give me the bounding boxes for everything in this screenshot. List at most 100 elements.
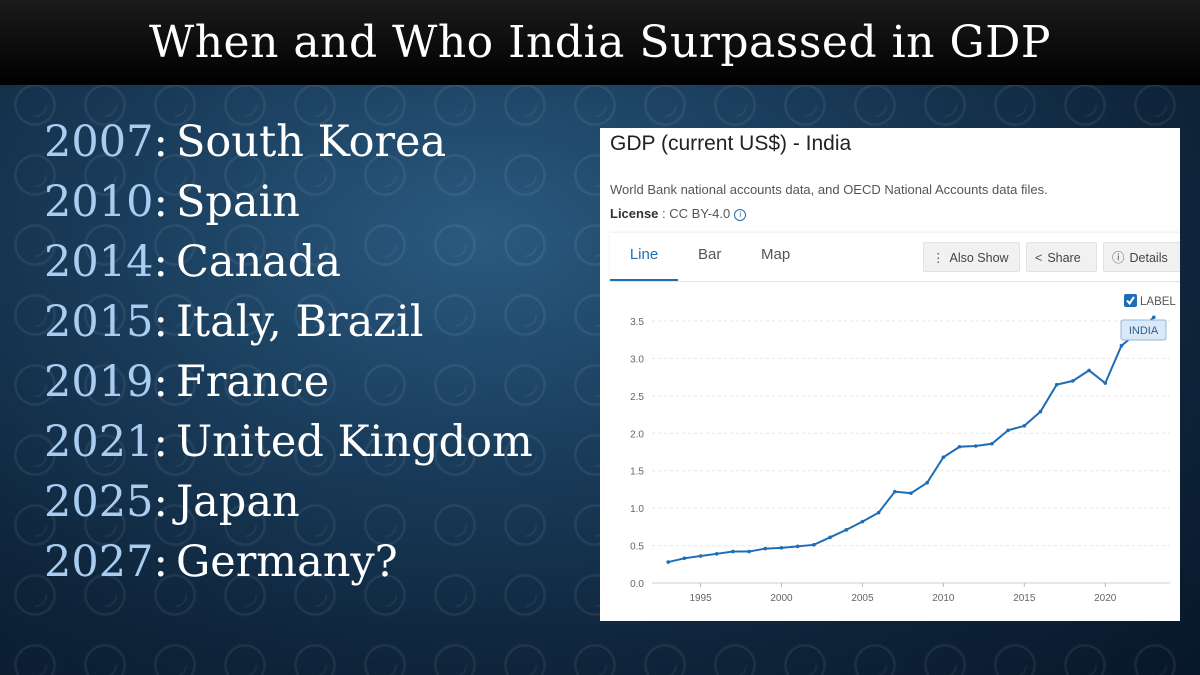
also-show-button[interactable]: ⋮ Also Show: [923, 242, 1020, 272]
gdp-screenshot-panel: GDP (current US$) - India World Bank nat…: [600, 128, 1180, 621]
list-item-year: 2015: [44, 297, 154, 347]
data-point: [860, 519, 865, 524]
data-point: [1022, 424, 1027, 428]
data-point: [1103, 381, 1108, 385]
data-point: [828, 535, 832, 540]
list-item: 2010: Spain: [44, 177, 301, 227]
share-button[interactable]: < Share: [1026, 242, 1097, 272]
list-item-country: Italy, Brazil: [175, 297, 424, 347]
info-circle-icon: ⓘ: [1112, 251, 1125, 265]
list-item-year: 2021: [44, 417, 154, 467]
tab-bar[interactable]: Bar: [698, 246, 722, 263]
data-point: [925, 480, 929, 485]
y-tick-label: 3.0: [630, 354, 644, 365]
data-point: [1038, 409, 1043, 414]
series-india: [666, 315, 1156, 564]
chart-tabs: Line Bar Map ⋮ Also Show < Share ⓘ Details: [610, 233, 1180, 282]
y-tick-label: 0.0: [630, 579, 644, 590]
label-toggle[interactable]: LABEL: [1124, 294, 1176, 308]
panel-title: GDP (current US$) - India: [610, 132, 852, 155]
list-item-year: 2019: [44, 357, 154, 407]
check-icon: [1126, 296, 1135, 306]
x-axis: 1995 2000 2005 2010 2015 2020: [689, 583, 1117, 604]
data-point: [1152, 315, 1156, 320]
tab-line[interactable]: Line: [610, 233, 678, 281]
data-point: [1006, 428, 1010, 433]
data-point: [795, 544, 800, 549]
x-tick-label: 2000: [770, 593, 793, 604]
list-item-country: South Korea: [175, 117, 447, 167]
y-tick-label: 2.0: [630, 429, 644, 440]
license-value[interactable]: CC BY-4.0: [669, 206, 731, 221]
data-point: [779, 546, 784, 550]
info-icon[interactable]: i: [734, 208, 747, 221]
data-source: World Bank national accounts data, and O…: [610, 182, 1048, 197]
list-item-year: 2014: [44, 237, 154, 287]
list-item-country: Spain: [175, 177, 301, 227]
license-line: License : CC BY-4.0 i: [610, 206, 747, 221]
x-tick-label: 1995: [689, 593, 712, 604]
data-point: [812, 543, 816, 547]
data-point: [763, 546, 768, 551]
data-point: [893, 489, 897, 494]
data-point: [1119, 343, 1124, 348]
x-tick-label: 2005: [851, 593, 874, 604]
surpassed-list: 2007: South Korea 2010: Spain 2014: Canada …: [44, 112, 533, 592]
list-item-country: Japan: [175, 477, 300, 527]
list-item: 2014: Canada: [44, 237, 341, 287]
title-bar: When and Who India Surpassed in GDP: [0, 0, 1200, 85]
data-point: [714, 552, 719, 556]
list-item-country: France: [175, 357, 330, 407]
y-tick-label: 1.5: [630, 467, 644, 478]
gdp-line-chart: 0.0 0.5 1.0 1.5 2.0 2.5 3.0 3.5 1995 2000 2005 201…: [630, 294, 1176, 604]
series-line: [667, 316, 1155, 564]
list-item: 2015: Italy, Brazil: [44, 297, 424, 347]
kebab-icon: ⋮: [932, 251, 945, 265]
data-point: [1087, 368, 1091, 373]
data-point: [747, 549, 751, 554]
tab-map[interactable]: Map: [761, 246, 791, 263]
list-item: 2021: United Kingdom: [44, 417, 533, 467]
list-item: 2019: France: [44, 357, 330, 407]
data-point: [731, 549, 735, 554]
chart-grid: [652, 320, 1170, 584]
y-tick-label: 2.5: [630, 392, 644, 403]
label-checkbox-text: LABEL: [1140, 296, 1176, 308]
list-item-year: 2025: [44, 477, 154, 527]
list-item-year: 2010: [44, 177, 154, 227]
y-tick-label: 0.5: [630, 542, 644, 553]
list-item-country: Germany?: [175, 537, 398, 587]
y-tick-label: 1.0: [630, 504, 644, 515]
list-item: 2007: South Korea: [44, 117, 447, 167]
x-tick-label: 2010: [932, 593, 955, 604]
data-point: [698, 554, 703, 558]
series-tag-text: INDIA: [1129, 325, 1159, 337]
data-point: [1071, 379, 1075, 383]
data-point: [682, 556, 687, 561]
data-point: [1054, 382, 1059, 387]
y-tick-label: 3.5: [630, 317, 644, 328]
data-point: [941, 455, 946, 460]
list-item-country: United Kingdom: [175, 417, 533, 467]
details-button[interactable]: ⓘ Details: [1103, 242, 1180, 272]
share-icon: <: [1035, 251, 1043, 265]
data-point: [666, 560, 670, 564]
data-point: [990, 441, 994, 446]
series-label-tag: INDIA: [1120, 319, 1167, 341]
data-point: [876, 510, 881, 515]
data-point: [957, 444, 962, 449]
list-item: 2027: Germany?: [44, 537, 398, 587]
x-tick-label: 2015: [1013, 593, 1036, 604]
list-item-year: 2027: [44, 537, 154, 587]
list-item-year: 2007: [44, 117, 154, 167]
data-point: [909, 491, 913, 495]
x-tick-label: 2020: [1094, 593, 1117, 604]
list-item-country: Canada: [175, 237, 341, 287]
license-label: License: [610, 206, 659, 221]
list-item: 2025: Japan: [44, 477, 300, 527]
data-point: [844, 528, 849, 532]
slide-title: When and Who India Surpassed in GDP: [148, 17, 1052, 68]
panel-header: GDP (current US$) - India World Bank nat…: [610, 132, 1048, 221]
data-point: [973, 444, 978, 448]
y-axis: 0.0 0.5 1.0 1.5 2.0 2.5 3.0 3.5: [630, 317, 644, 590]
